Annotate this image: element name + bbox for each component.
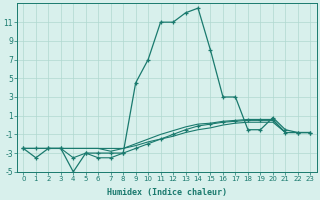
X-axis label: Humidex (Indice chaleur): Humidex (Indice chaleur) [107,188,227,197]
